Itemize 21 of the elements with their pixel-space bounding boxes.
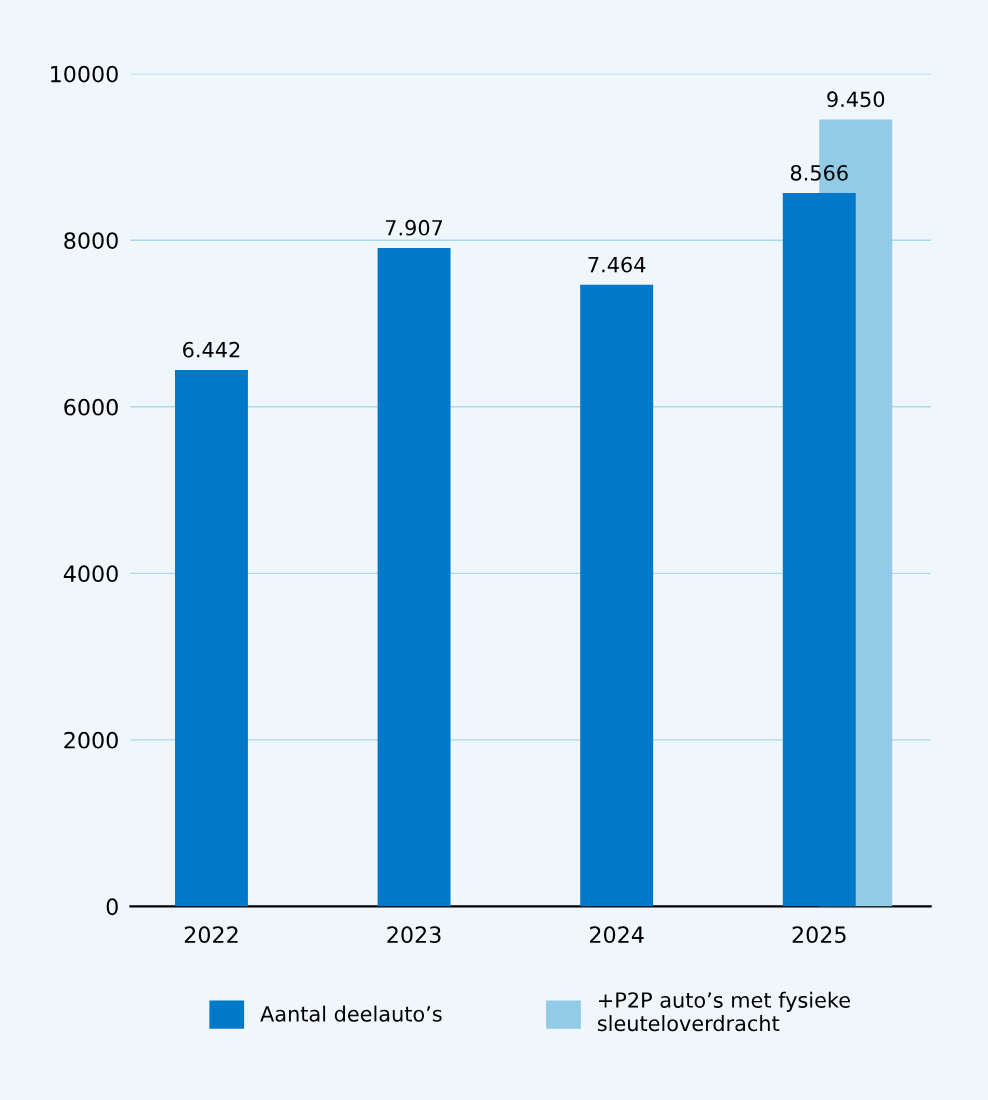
y-tick-label: 2000 bbox=[64, 731, 118, 749]
data-label: 7.907 bbox=[385, 219, 443, 236]
y-tick-label: 6000 bbox=[64, 398, 118, 416]
y-tick-label: 10000 bbox=[51, 65, 118, 83]
x-tick-label: 2024 bbox=[590, 926, 644, 944]
data-label: 7.464 bbox=[588, 256, 646, 273]
bar bbox=[377, 247, 451, 907]
y-tick-label: 0 bbox=[106, 898, 118, 916]
x-tick-label: 2023 bbox=[387, 926, 441, 944]
x-tick-label: 2022 bbox=[184, 926, 238, 944]
data-label: 6.442 bbox=[183, 341, 240, 358]
bar bbox=[782, 193, 856, 907]
legend-label: Aantal deelauto’s bbox=[260, 1005, 442, 1022]
legend-label: +P2P auto’s met fysieke sleuteloverdracht bbox=[597, 991, 850, 1032]
bar bbox=[580, 284, 654, 907]
y-tick-label: 8000 bbox=[64, 232, 118, 249]
y-tick-label: 4000 bbox=[63, 565, 118, 583]
data-label: 9.450 bbox=[827, 91, 885, 108]
bar bbox=[174, 369, 248, 907]
x-tick-label: 2025 bbox=[792, 926, 846, 944]
data-label: 8.566 bbox=[790, 164, 848, 181]
